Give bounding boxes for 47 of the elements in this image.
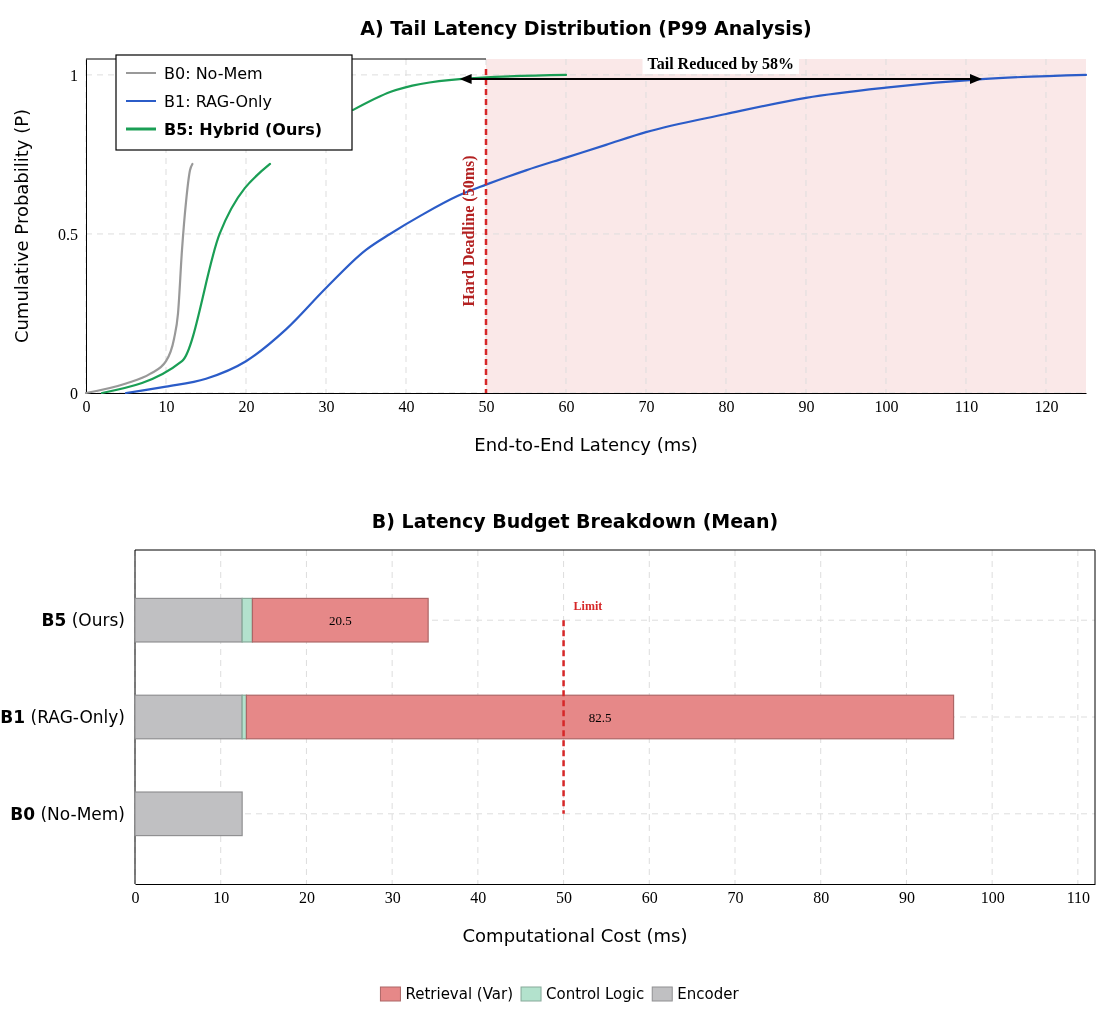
x-tick-label: 100 [874,398,899,416]
x-tick-label: 80 [813,889,830,907]
legend-label: Encoder [677,985,740,1003]
y-tick-label: 0.5 [58,225,78,243]
x-tick-label: 10 [158,398,175,416]
x-tick-label: 30 [384,889,401,907]
ref-line-label: Hard Deadline (50ms) [460,155,478,307]
x-tick-label: 110 [954,398,979,416]
ref-line-label: Limit [573,599,603,614]
y-tick-label: 1 [70,66,78,84]
x-tick-label: 40 [470,889,487,907]
annotation: Tail Reduced by 58% [647,55,795,74]
x-tick-label: 80 [718,398,735,416]
x-tick-label: 20 [238,398,255,416]
x-tick-label: 70 [727,889,744,907]
x-axis-title: End-to-End Latency (ms) [474,434,698,455]
x-tick-label: 50 [556,889,573,907]
x-tick-label: 30 [318,398,335,416]
x-tick-label: 0 [131,889,140,907]
legend-label: B0: No-Mem [164,64,263,83]
x-tick-label: 50 [478,398,495,416]
x-tick-label: 0 [82,398,91,416]
legend-label: Retrieval (Var) [405,985,514,1003]
legend-label: B5: Hybrid (Ours) [164,120,322,139]
x-tick-label: 110 [1066,889,1091,907]
x-tick-label: 100 [980,889,1005,907]
x-tick-label: 90 [798,398,815,416]
y-tick-label: B0 (No-Mem) [10,803,125,824]
y-tick-label: 0 [70,384,78,402]
y-axis-title: Cumulative Probability (P) [11,108,32,344]
y-tick-label: B1 (RAG-Only) [0,707,125,727]
data-label: 82.5 [588,710,612,725]
x-axis-title: Computational Cost (ms) [462,925,688,946]
legend-label: Control Logic [546,985,645,1003]
x-tick-label: 60 [641,889,658,907]
x-tick-label: 60 [558,398,575,416]
x-tick-label: 70 [638,398,655,416]
chart-title: A) Tail Latency Distribution (P99 Analysis) [360,17,812,39]
data-label: 20.5 [328,613,352,629]
x-tick-label: 40 [398,398,415,416]
x-tick-label: 20 [298,889,315,907]
y-tick-label: B5 (Ours) [41,610,125,631]
legend-label: B1: RAG-Only [164,92,273,111]
x-tick-label: 90 [898,889,915,907]
chart-title: B) Latency Budget Breakdown (Mean) [371,510,779,532]
x-tick-label: 10 [213,889,230,907]
x-tick-label: 120 [1034,398,1059,416]
